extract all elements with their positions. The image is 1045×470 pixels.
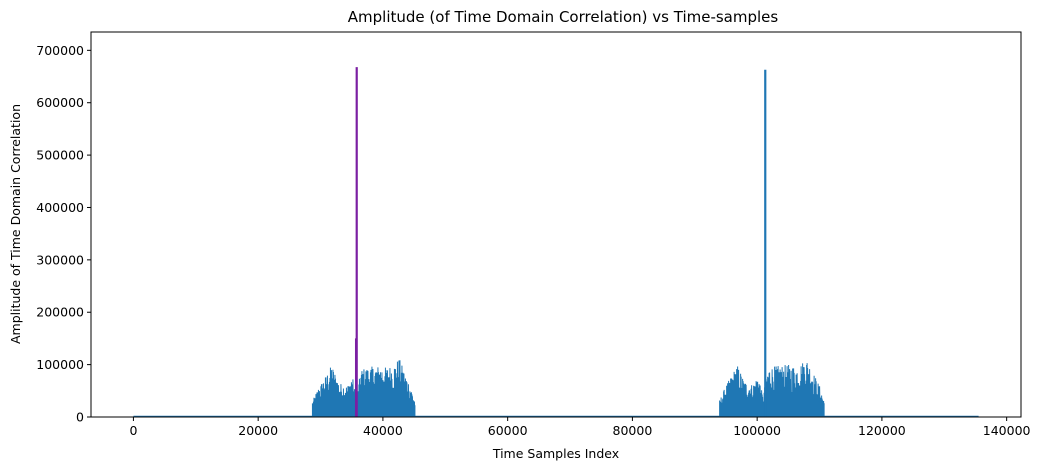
y-tick-label: 400000 bbox=[36, 200, 84, 215]
x-axis-label: Time Samples Index bbox=[492, 446, 619, 461]
y-tick-label: 600000 bbox=[36, 95, 84, 110]
y-tick-label: 500000 bbox=[36, 148, 84, 163]
x-tick-label: 40000 bbox=[363, 423, 403, 438]
y-tick-label: 100000 bbox=[36, 357, 84, 372]
chart-title: Amplitude (of Time Domain Correlation) v… bbox=[348, 8, 779, 26]
y-tick-label: 300000 bbox=[36, 252, 84, 267]
y-tick-label: 700000 bbox=[36, 43, 84, 58]
x-tick-label: 140000 bbox=[983, 423, 1031, 438]
x-axis: 0 20000 40000 60000 80000 100000 120000 140000 bbox=[129, 417, 1031, 438]
plot-frame bbox=[90, 31, 1022, 418]
x-tick-label: 60000 bbox=[488, 423, 528, 438]
x-tick-label: 80000 bbox=[613, 423, 653, 438]
y-axis: 0 100000 200000 300000 400000 500000 600000 700… bbox=[36, 43, 91, 425]
x-tick-label: 0 bbox=[129, 423, 137, 438]
series-burst-1 bbox=[719, 363, 825, 418]
y-tick-label: 0 bbox=[76, 410, 84, 425]
x-tick-label: 100000 bbox=[733, 423, 781, 438]
plot-area bbox=[133, 67, 979, 418]
x-tick-label: 120000 bbox=[858, 423, 906, 438]
y-tick-label: 200000 bbox=[36, 305, 84, 320]
series-0 bbox=[133, 69, 979, 418]
y-axis-label: Amplitude of Time Domain Correlation bbox=[8, 104, 23, 344]
series-burst-0 bbox=[311, 360, 416, 418]
x-tick-label: 20000 bbox=[238, 423, 278, 438]
